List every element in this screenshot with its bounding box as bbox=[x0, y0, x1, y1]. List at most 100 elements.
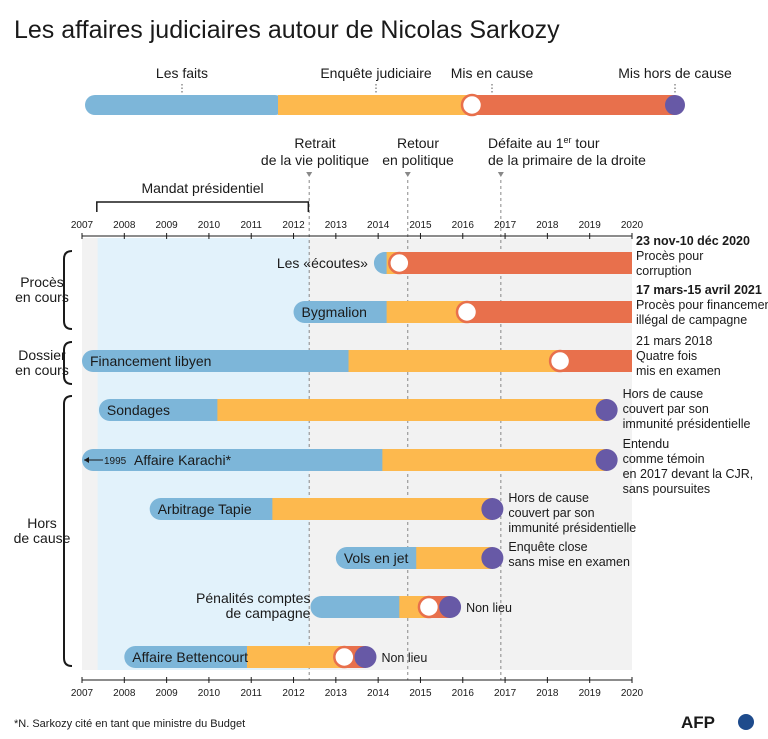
enquete-segment bbox=[386, 301, 467, 323]
affair-note: couvert par son bbox=[623, 402, 709, 416]
affair-note: corruption bbox=[636, 264, 692, 278]
affair-name: Sondages bbox=[107, 402, 170, 418]
group-dossier-label: en cours bbox=[15, 362, 69, 378]
legend-label-mis-en-cause: Mis en cause bbox=[451, 65, 534, 81]
x-tick-label: 2013 bbox=[325, 220, 348, 231]
affair-note-dates: 17 mars-15 avril 2021 bbox=[636, 283, 762, 297]
faits-segment bbox=[82, 350, 360, 372]
faits-segment bbox=[310, 596, 411, 618]
legend-label-enquete: Enquête judiciaire bbox=[320, 65, 432, 81]
hors-de-cause-marker bbox=[439, 596, 462, 618]
x-tick-label: 2015 bbox=[409, 688, 432, 699]
group-hors-label: Hors bbox=[27, 515, 57, 531]
affair-name: Affaire Bettencourt bbox=[132, 649, 248, 665]
affair-note: Entendu bbox=[623, 437, 670, 451]
group-hors-label: de cause bbox=[14, 530, 71, 546]
faits-segment bbox=[293, 301, 398, 323]
affair-note: Procès pour financement bbox=[636, 298, 768, 312]
event-label-retrait: Retrait bbox=[294, 135, 335, 151]
start-label: 1995 bbox=[104, 456, 127, 467]
x-tick-label: 2011 bbox=[240, 220, 262, 231]
x-tick-label: 2020 bbox=[621, 220, 644, 231]
x-tick-label: 2008 bbox=[113, 220, 136, 231]
enquete-segment bbox=[416, 547, 493, 569]
affair-name: de campagne bbox=[226, 605, 311, 621]
event-label-retour: en politique bbox=[382, 152, 454, 168]
affair-row: Affaire Bettencourt Non lieu bbox=[124, 645, 427, 669]
afp-logo-text: AFP bbox=[681, 713, 715, 732]
group-proces-bracket bbox=[63, 250, 73, 330]
afp-logo: AFP bbox=[681, 713, 754, 732]
faits-segment bbox=[82, 449, 394, 471]
x-tick-label: 2012 bbox=[282, 220, 305, 231]
affair-note: Procès pour bbox=[636, 249, 703, 263]
x-tick-label: 2009 bbox=[155, 688, 178, 699]
mis-en-cause-segment bbox=[399, 252, 632, 274]
affair-name: Bygmalion bbox=[302, 304, 367, 320]
faits-segment bbox=[124, 646, 258, 668]
mis-en-cause-marker bbox=[455, 300, 479, 324]
x-tick-label: 2013 bbox=[325, 688, 348, 699]
mis-en-cause-marker bbox=[388, 251, 411, 275]
legend-label-hors-de-cause: Mis hors de cause bbox=[618, 65, 732, 81]
affair-note: sans poursuites bbox=[623, 482, 711, 496]
affair-note: Hors de cause bbox=[508, 491, 589, 505]
x-tick-label: 2016 bbox=[452, 688, 475, 699]
mis-en-cause-segment bbox=[467, 301, 632, 323]
group-dossier-label: Dossier bbox=[18, 347, 66, 363]
affair-note: 21 mars 2018 bbox=[636, 334, 712, 348]
affair-note: immunité présidentielle bbox=[508, 521, 636, 535]
hors-de-cause-marker bbox=[481, 547, 504, 569]
affair-note: Non lieu bbox=[466, 601, 512, 615]
enquete-segment bbox=[217, 399, 607, 421]
affair-name: Affaire Karachi* bbox=[134, 452, 232, 468]
hors-de-cause-marker bbox=[354, 646, 377, 668]
affair-note: immunité présidentielle bbox=[623, 417, 751, 431]
x-tick-label: 2020 bbox=[621, 688, 644, 699]
x-tick-label: 2016 bbox=[452, 220, 475, 231]
legend-label-faits: Les faits bbox=[156, 65, 208, 81]
x-tick-label: 2017 bbox=[494, 220, 517, 231]
mandat-bracket bbox=[96, 201, 310, 212]
x-tick-label: 2012 bbox=[282, 688, 305, 699]
legend-mis-en-cause-segment bbox=[472, 95, 675, 115]
x-tick-label: 2009 bbox=[155, 220, 178, 231]
hors-de-cause-marker bbox=[595, 449, 618, 471]
hors-de-cause-marker bbox=[481, 498, 504, 520]
enquete-segment bbox=[348, 350, 561, 372]
event-label-defaite: Défaite au 1er tour bbox=[488, 135, 600, 151]
event-marker-arrow bbox=[404, 172, 411, 177]
legend-hors-de-cause-marker bbox=[665, 95, 685, 115]
affair-name: Les «écoutes» bbox=[277, 255, 368, 271]
event-label-retour: Retour bbox=[397, 135, 439, 151]
x-tick-label: 2019 bbox=[579, 220, 602, 231]
x-tick-label: 2008 bbox=[113, 688, 136, 699]
x-tick-label: 2017 bbox=[494, 688, 517, 699]
enquete-segment bbox=[247, 646, 345, 668]
footnote: *N. Sarkozy cité en tant que ministre du… bbox=[14, 718, 245, 730]
affair-note: Non lieu bbox=[381, 651, 427, 665]
x-tick-label: 2015 bbox=[409, 220, 432, 231]
event-marker-arrow bbox=[497, 172, 504, 177]
affair-note: Quatre fois bbox=[636, 349, 697, 363]
mis-en-cause-marker bbox=[417, 595, 441, 619]
affair-note: couvert par son bbox=[508, 506, 594, 520]
x-tick-label: 2014 bbox=[367, 220, 390, 231]
group-hors-bracket bbox=[63, 395, 73, 667]
afp-logo-globe-icon bbox=[738, 714, 754, 730]
group-dossier-bracket bbox=[63, 341, 73, 385]
legend-faits-segment bbox=[85, 95, 285, 115]
x-tick-label: 2010 bbox=[198, 688, 221, 699]
affair-note: mis en examen bbox=[636, 364, 721, 378]
affair-name: Pénalités comptes bbox=[196, 590, 310, 606]
hors-de-cause-marker bbox=[595, 399, 618, 421]
affair-note-dates: 23 nov-10 déc 2020 bbox=[636, 234, 750, 248]
